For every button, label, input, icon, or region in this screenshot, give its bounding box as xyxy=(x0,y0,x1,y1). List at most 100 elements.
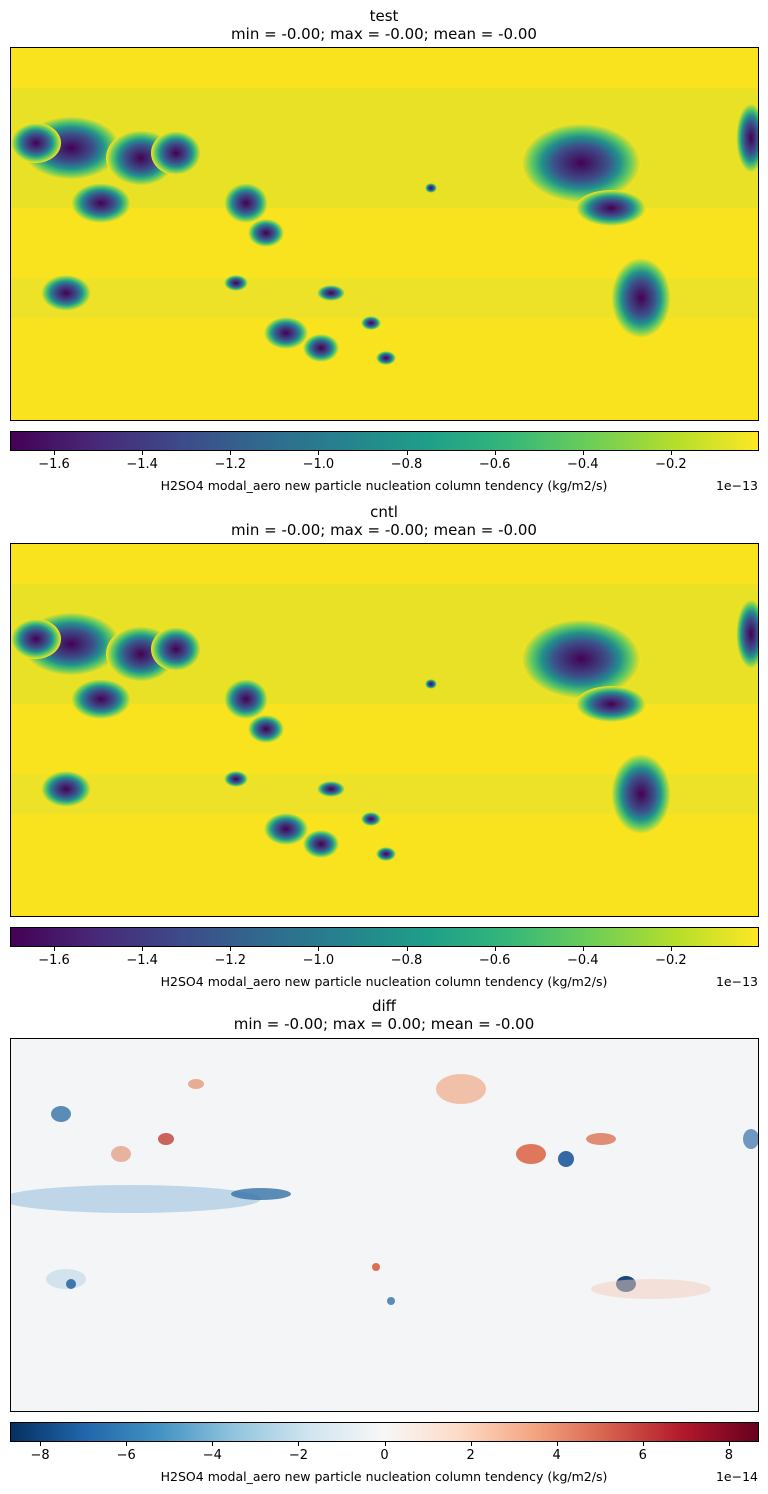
colorbar-exponent-test: 1e−13 xyxy=(715,478,758,493)
colorbar-cntl xyxy=(10,927,759,947)
field-hotspot xyxy=(151,131,201,175)
colorbar-ticks-test: −1.6 −1.4 −1.2 −1.0 −0.8 −0.6 −0.4 −0.2 xyxy=(10,451,759,475)
colorbar-tick xyxy=(40,1442,42,1446)
colorbar-tick-label: −0.4 xyxy=(566,457,599,472)
colorbar-tick-label: −0.2 xyxy=(655,457,687,472)
field-hotspot xyxy=(11,123,61,163)
colorbar-tick xyxy=(126,1442,128,1446)
diff-hotspot xyxy=(46,1269,86,1289)
colorbar-tick xyxy=(54,451,56,455)
colorbar-tick xyxy=(670,451,672,455)
diff-hotspot xyxy=(743,1129,758,1149)
diff-hotspot xyxy=(158,1133,174,1145)
panel-title-cntl: cntl xyxy=(370,503,398,521)
colorbar-tick xyxy=(582,947,584,951)
colorbar-tick xyxy=(230,451,232,455)
field-hotspot xyxy=(576,190,646,226)
colorbar-tick-label: −0.2 xyxy=(655,953,687,968)
map-cntl xyxy=(10,543,759,917)
field-hotspot xyxy=(425,679,437,689)
field-hotspot xyxy=(361,316,381,330)
field-hotspot xyxy=(264,317,308,349)
colorbar-tick-label: −4 xyxy=(202,1448,222,1463)
colorbar-tick xyxy=(642,1442,644,1446)
field-hotspot xyxy=(264,813,308,845)
colorbar-tick-label: −0.4 xyxy=(566,953,599,968)
colorbar-tick xyxy=(728,1442,730,1446)
map-diff xyxy=(10,1038,759,1412)
field-hotspot xyxy=(611,754,671,834)
colorbar-tick-label: −1.0 xyxy=(302,457,335,472)
colorbar-tick xyxy=(212,1442,214,1446)
colorbar-tick-label: −0.8 xyxy=(390,953,423,968)
diff-hotspot xyxy=(372,1263,380,1271)
diff-hotspot xyxy=(51,1106,71,1122)
colorbar-tick-label: 8 xyxy=(724,1448,733,1463)
colorbar-test xyxy=(10,431,759,451)
colorbar-tick-label: −1.0 xyxy=(302,953,335,968)
field-hotspot xyxy=(71,183,131,223)
colorbar-tick xyxy=(582,451,584,455)
field-hotspot xyxy=(224,771,248,787)
colorbar-exponent-diff: 1e−14 xyxy=(715,1469,758,1484)
field-hotspot xyxy=(376,847,396,861)
colorbar-tick-label: 6 xyxy=(638,1448,647,1463)
field-hotspot xyxy=(425,183,437,193)
field-layer xyxy=(11,1074,758,1305)
diff-hotspot xyxy=(188,1079,204,1089)
diff-hotspot xyxy=(231,1188,291,1200)
colorbar-tick-label: −1.4 xyxy=(126,457,158,472)
colorbar-tick xyxy=(298,1442,300,1446)
colorbar-tick-label: 2 xyxy=(466,1448,475,1463)
colorbar-tick xyxy=(54,947,56,951)
field-hotspot xyxy=(611,258,671,338)
field-hotspot xyxy=(41,771,91,807)
field-hotspot xyxy=(576,686,646,722)
colorbar-tick xyxy=(494,451,496,455)
colorbar-tick-label: −6 xyxy=(116,1448,136,1463)
colorbar-tick-label: −8 xyxy=(30,1448,50,1463)
colorbar-tick-label: −1.2 xyxy=(214,953,247,968)
field-hotspot xyxy=(736,599,758,669)
field-hotspot xyxy=(317,781,345,797)
colorbar-tick-label: 4 xyxy=(552,1448,561,1463)
field-hotspot xyxy=(521,619,641,699)
colorbar-tick xyxy=(142,947,144,951)
panel-title-test: test xyxy=(369,7,399,25)
colorbar-tick-label: −2 xyxy=(288,1448,308,1463)
panel-title-diff: diff xyxy=(371,997,397,1015)
map-test xyxy=(10,47,759,421)
colorbar-diff xyxy=(10,1422,759,1442)
colorbar-tick xyxy=(230,947,232,951)
diff-hotspot xyxy=(111,1146,131,1162)
field-hotspot xyxy=(303,334,339,362)
field-hotspot xyxy=(248,715,284,743)
diff-hotspot xyxy=(516,1144,546,1164)
colorbar-ticks-cntl: −1.6 −1.4 −1.2 −1.0 −0.8 −0.6 −0.4 −0.2 xyxy=(10,947,759,971)
colorbar-tick xyxy=(470,1442,472,1446)
colorbar-tick xyxy=(494,947,496,951)
panel-subtitle-cntl: min = -0.00; max = -0.00; mean = -0.00 xyxy=(231,521,537,539)
field-hotspot xyxy=(71,679,131,719)
diff-hotspot xyxy=(586,1133,616,1145)
field-layer xyxy=(11,584,758,861)
colorbar-tick-label: −1.6 xyxy=(38,953,70,968)
diff-hotspot xyxy=(387,1297,395,1305)
diff-hotspot xyxy=(591,1279,711,1299)
colorbar-label-cntl: H2SO4 modal_aero new particle nucleation… xyxy=(160,974,608,989)
colorbar-tick xyxy=(318,451,320,455)
panel-subtitle-diff: min = -0.00; max = 0.00; mean = -0.00 xyxy=(233,1015,535,1033)
field-hotspot xyxy=(11,619,61,659)
panel-subtitle-test: min = -0.00; max = -0.00; mean = -0.00 xyxy=(231,25,537,43)
colorbar-tick xyxy=(384,1442,386,1446)
field-hotspot xyxy=(303,830,339,858)
field-hotspot xyxy=(41,275,91,311)
colorbar-tick xyxy=(406,947,408,951)
colorbar-label-diff: H2SO4 modal_aero new particle nucleation… xyxy=(160,1469,608,1484)
field-hotspot xyxy=(361,812,381,826)
colorbar-tick-label: −1.2 xyxy=(214,457,247,472)
diff-hotspot xyxy=(66,1279,76,1289)
field-hotspot xyxy=(151,627,201,671)
diff-hotspot xyxy=(436,1074,486,1104)
colorbar-label-test: H2SO4 modal_aero new particle nucleation… xyxy=(160,478,608,493)
